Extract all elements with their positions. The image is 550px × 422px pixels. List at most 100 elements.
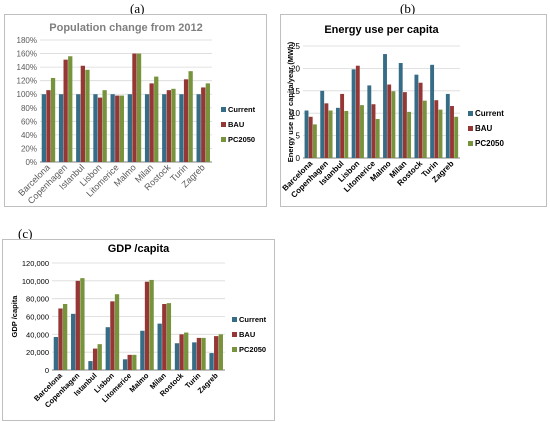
bar-bau-istanbul xyxy=(92,348,98,370)
y-tick-label: 120,000 xyxy=(22,259,49,268)
bar-bau-turin xyxy=(183,79,189,162)
bar-bau-zagreb xyxy=(214,336,219,370)
legend-swatch xyxy=(221,122,226,127)
y-tick-label: 40% xyxy=(21,131,37,140)
legend-label: Current xyxy=(239,315,267,324)
bar-current-lisbon xyxy=(105,327,110,370)
bar-bau-lisbon xyxy=(110,301,115,370)
bar-pc2050-turin xyxy=(201,337,206,370)
y-tick-label: 120% xyxy=(17,77,37,86)
y-tick-label: 140% xyxy=(17,63,37,72)
bar-bau-malmo xyxy=(387,84,392,158)
bar-pc2050-litomerice xyxy=(119,95,124,162)
y-tick-label: 80% xyxy=(21,104,37,113)
bar-pc2050-milan xyxy=(154,76,159,162)
y-tick-label: 100,000 xyxy=(22,277,49,286)
bar-current-copenhagen xyxy=(58,94,64,162)
bar-bau-copenhagen xyxy=(324,103,329,158)
legend-swatch xyxy=(468,126,473,131)
legend-swatch xyxy=(232,317,237,322)
legend-label: PC2050 xyxy=(475,139,504,148)
legend-label: PC2050 xyxy=(228,135,255,144)
chart-1: Population change from 2012 0% 20% 40% 60% 80… xyxy=(4,14,267,207)
bar-bau-barcelona xyxy=(308,116,313,158)
bar-bau-milan xyxy=(402,92,407,158)
bar-pc2050-barcelona xyxy=(312,124,317,158)
legend-label: Current xyxy=(228,105,256,114)
bar-current-malmo xyxy=(383,54,387,159)
bar-current-milan xyxy=(144,94,150,162)
bar-current-litomerice xyxy=(122,359,128,370)
panel-label-a: (a) xyxy=(130,1,145,16)
bar-pc2050-copenhagen xyxy=(80,278,85,370)
y-tick-label: 20,000 xyxy=(26,348,49,357)
bar-current-turin xyxy=(179,94,184,162)
y-tick-label: 5 xyxy=(296,132,301,141)
bar-current-barcelona xyxy=(304,110,309,158)
bar-pc2050-istanbul xyxy=(344,110,349,158)
bar-current-milan xyxy=(157,323,162,370)
bar-current-lisbon xyxy=(351,69,356,158)
y-tick-label: 80,000 xyxy=(26,295,49,304)
bar-pc2050-rostock xyxy=(184,332,189,370)
bar-pc2050-zagreb xyxy=(205,83,210,162)
legend-label: BAU xyxy=(239,330,255,339)
chart-title: Energy use per capita xyxy=(324,24,439,36)
bar-pc2050-turin xyxy=(188,71,193,162)
bar-pc2050-barcelona xyxy=(62,304,68,370)
bar-bau-litomerice xyxy=(127,354,132,370)
panel-label-c: (c) xyxy=(18,226,33,241)
bar-current-litomerice xyxy=(110,94,115,162)
bar-current-zagreb xyxy=(196,94,201,162)
bar-bau-barcelona xyxy=(58,308,63,370)
bar-current-istanbul xyxy=(76,94,81,162)
legend-label: BAU xyxy=(475,124,493,133)
bar-current-istanbul xyxy=(88,361,93,370)
bar-current-malmo xyxy=(127,94,133,162)
bar-current-rostock xyxy=(174,343,180,370)
bar-pc2050-rostock xyxy=(422,100,427,158)
bar-bau-malmo xyxy=(144,281,150,370)
legend-label: BAU xyxy=(228,120,244,129)
bar-pc2050-litomerice xyxy=(375,119,380,158)
y-tick-label: 0 xyxy=(296,154,301,163)
y-tick-label: 20% xyxy=(21,144,37,153)
bar-current-litomerice xyxy=(367,85,372,158)
chart-frame xyxy=(2,239,275,421)
bar-pc2050-malmo xyxy=(149,279,154,370)
bar-current-lisbon xyxy=(93,94,98,162)
y-tick-label: 180% xyxy=(17,36,37,45)
legend-swatch xyxy=(221,107,226,112)
bar-pc2050-turin xyxy=(438,109,443,158)
bar-bau-barcelona xyxy=(46,90,51,162)
bar-bau-litomerice xyxy=(371,104,376,158)
bar-pc2050-barcelona xyxy=(50,77,56,162)
bar-current-milan xyxy=(398,63,403,158)
bar-current-rostock xyxy=(414,74,419,158)
bar-pc2050-istanbul xyxy=(97,344,102,370)
bar-pc2050-milan xyxy=(166,303,172,370)
bar-bau-lisbon xyxy=(355,65,360,158)
bar-pc2050-malmo xyxy=(136,53,142,162)
bar-bau-zagreb xyxy=(201,87,206,162)
bar-bau-milan xyxy=(149,83,154,162)
y-tick-label: 10 xyxy=(291,109,300,118)
bar-current-copenhagen xyxy=(320,90,325,158)
legend-swatch xyxy=(232,332,237,337)
y-tick-label: 60,000 xyxy=(26,313,49,322)
legend-swatch xyxy=(468,141,473,146)
bar-pc2050-copenhagen xyxy=(328,110,333,158)
y-tick-label: 20 xyxy=(291,64,300,73)
bar-current-zagreb xyxy=(445,93,450,158)
bar-bau-zagreb xyxy=(450,106,454,158)
bar-pc2050-rostock xyxy=(171,88,176,162)
bar-bau-milan xyxy=(162,304,167,370)
bar-bau-rostock xyxy=(166,90,171,162)
bar-current-malmo xyxy=(140,330,145,370)
bar-bau-turin xyxy=(196,337,202,370)
bar-bau-istanbul xyxy=(340,93,345,158)
bar-current-turin xyxy=(192,342,197,370)
chart-title: Population change from 2012 xyxy=(49,22,202,34)
